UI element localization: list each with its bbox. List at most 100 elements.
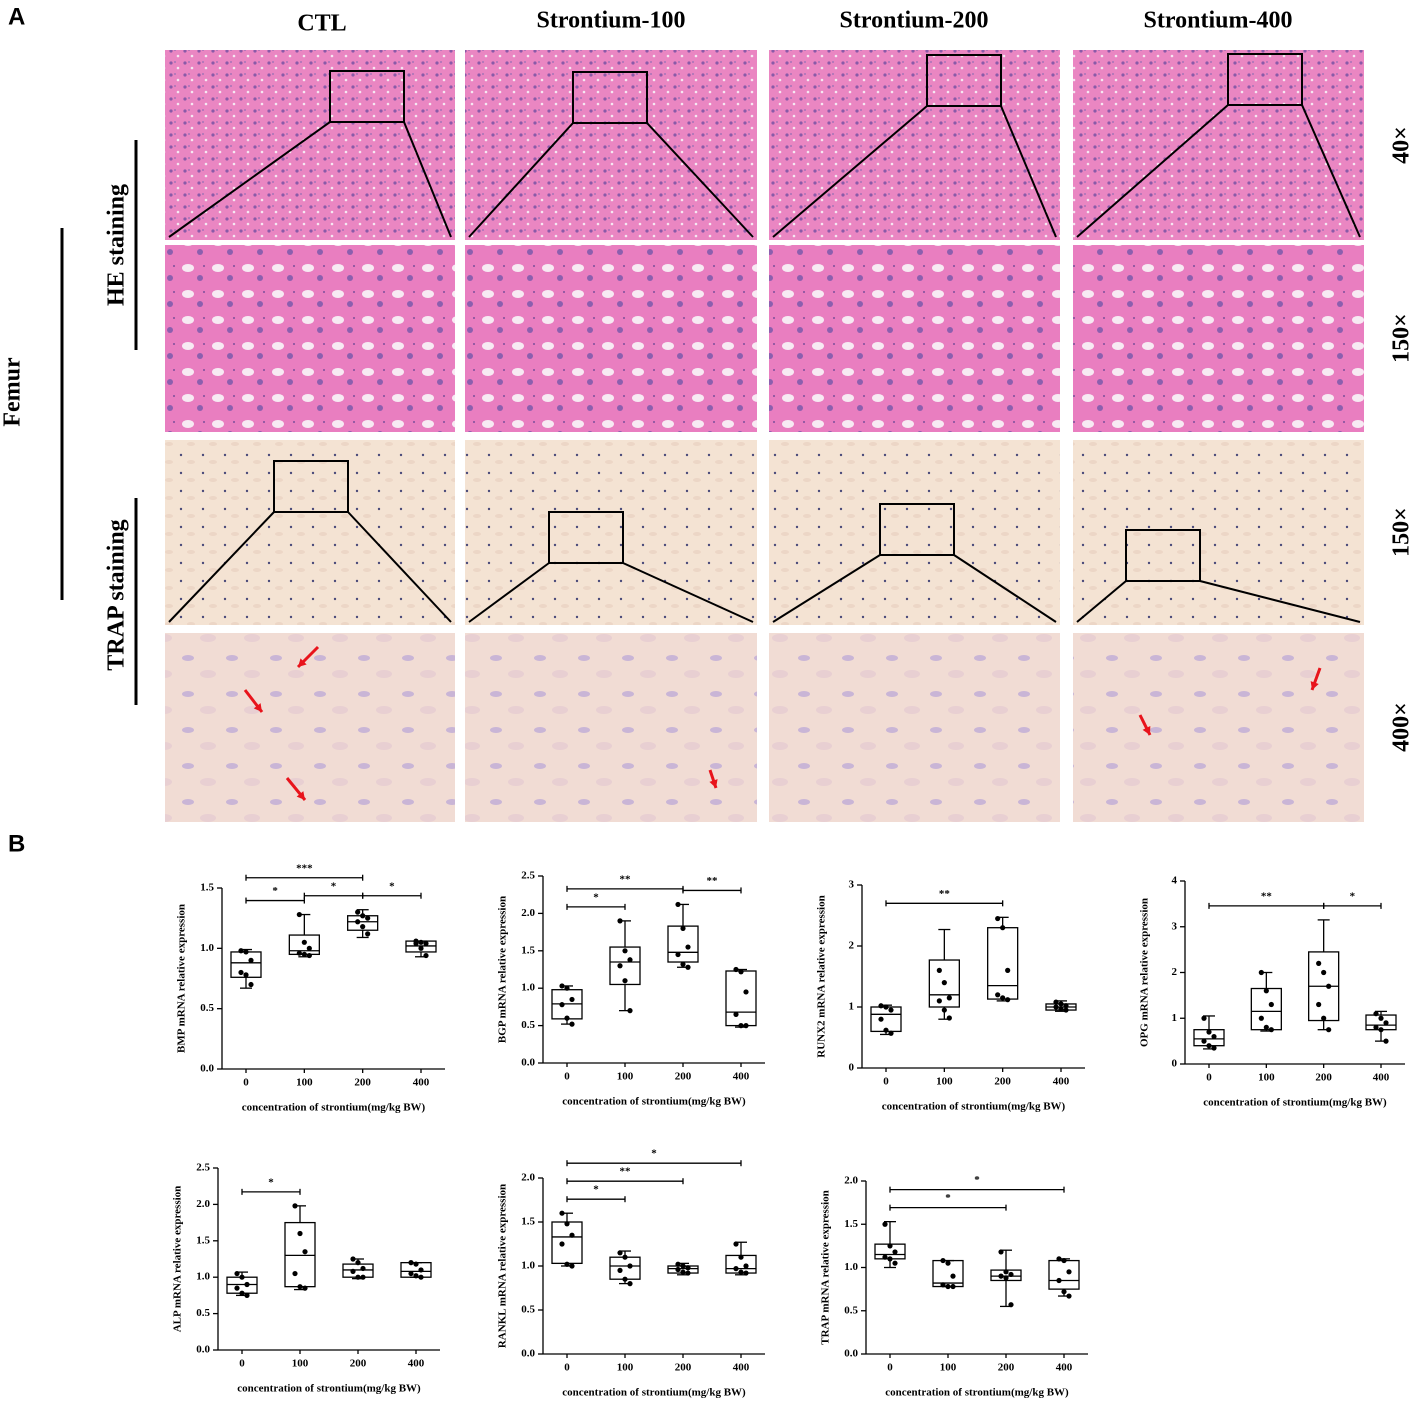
data-point [680,925,686,931]
micrograph [465,50,757,240]
y-tick-label: 1 [1172,1012,1178,1024]
data-point [306,952,312,959]
data-point [743,1270,749,1276]
data-point [1373,1011,1379,1017]
arrow-head [1142,726,1151,735]
zoom-line [468,122,574,238]
data-point [1058,1006,1064,1012]
zoom-line [168,121,331,238]
data-point [941,1007,947,1013]
data-point [617,918,623,924]
x-tick-label: 200 [675,1071,692,1083]
zoom-line [347,511,452,623]
data-point [1056,1256,1062,1262]
y-tick-label: 2.5 [196,1162,210,1174]
data-point [622,978,628,984]
micrograph [465,440,757,625]
data-point [1206,1043,1212,1049]
magnification: 150× [1389,507,1415,557]
x-tick-label: 400 [1056,1362,1073,1374]
micrograph [769,50,1060,240]
data-point [365,931,371,937]
data-point [355,909,361,915]
data-point [941,980,947,986]
data-point [680,961,686,967]
y-tick-label: 1.5 [844,1218,858,1230]
significance-label: * [974,1174,980,1186]
y-tick-label: 1.5 [521,1216,535,1228]
data-point [738,1254,744,1260]
data-point [685,1265,691,1271]
data-point [297,1284,303,1290]
box-plot: 0.0 0.5 1.0 1.5 2.0 2.5 ALP mRNA relative expr… [172,1162,440,1395]
data-point [1058,1001,1064,1007]
data-point [413,1273,419,1279]
data-point [423,952,429,959]
y-tick-label: 0.5 [196,1307,210,1319]
data-point [360,924,366,930]
data-point [892,1249,898,1255]
data-point [940,1257,946,1264]
data-point [1061,1289,1067,1295]
data-point [302,1285,308,1291]
y-tick-label: 2.0 [521,1172,535,1184]
data-point [743,989,749,995]
data-point [887,1256,893,1262]
significance-label: * [945,1192,951,1204]
data-point [360,1265,366,1272]
data-point [882,1254,888,1260]
x-axis-title: concentration of strontium(mg/kg BW) [882,1101,1066,1113]
data-point [365,915,371,921]
y-tick-label: 0.5 [844,1304,858,1316]
y-axis-title: ALP mRNA relative expression [172,1186,184,1333]
data-point [355,919,361,925]
x-tick-label: 200 [994,1076,1011,1088]
data-point [733,1241,739,1247]
data-point [1003,1269,1009,1275]
x-axis-title: concentration of strontium(mg/kg BW) [242,1102,426,1114]
data-point [301,951,307,957]
data-point [1005,967,1011,974]
data-point [1005,997,1011,1003]
x-axis-title: concentration of strontium(mg/kg BW) [1203,1097,1387,1109]
data-point [1211,1033,1217,1040]
zoom-line [772,105,928,238]
zoom-line [1000,105,1057,238]
micrograph [1073,633,1364,822]
y-tick-label: 2 [1172,966,1178,978]
data-point [243,949,249,955]
data-point [1063,1003,1069,1009]
data-point [743,1263,749,1269]
data-point [1008,1271,1014,1278]
micrograph [769,245,1060,432]
y-tick-label: 0 [1172,1058,1178,1070]
data-point [622,1254,628,1260]
y-axis-title: TRAP mRNA relative expression [820,1190,832,1345]
x-tick-label: 0 [239,1358,245,1370]
inset-box [329,70,405,123]
data-point [936,967,942,974]
data-point [1063,1007,1069,1013]
x-axis-title: concentration of strontium(mg/kg BW) [562,1387,746,1399]
x-tick-label: 200 [354,1077,371,1089]
arrow-head [253,703,262,712]
data-point [738,1269,744,1275]
box [987,927,1019,1000]
y-axis-title: RUNX2 mRNA relative expression [816,895,828,1057]
y-tick-label: 1.0 [521,982,535,994]
x-tick-label: 200 [675,1362,692,1374]
y-tick-label: 3 [849,879,855,891]
y-tick-label: 3 [1172,920,1178,932]
data-point [882,1221,888,1227]
data-point [1378,1027,1384,1033]
x-tick-label: 100 [617,1362,634,1374]
data-point [878,1016,884,1022]
data-point [418,1274,424,1280]
data-point [564,1221,570,1227]
column-title: Strontium-100 [537,8,686,34]
y-tick-label: 0.0 [521,1057,535,1069]
data-point [1258,1015,1264,1021]
magnification: 150× [1389,313,1415,363]
y-tick-label: 0.5 [200,1002,214,1014]
data-point [1061,1257,1067,1264]
